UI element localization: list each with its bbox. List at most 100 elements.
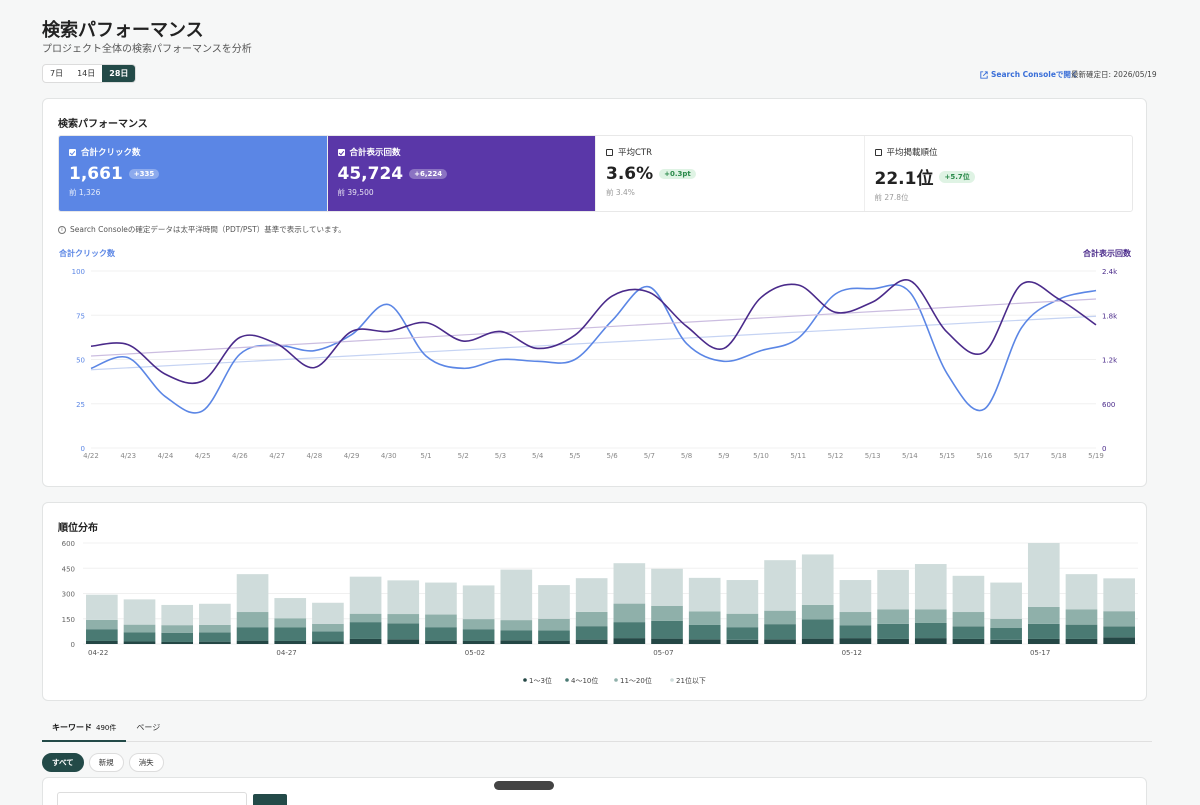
bar-segment bbox=[952, 575, 985, 613]
bar-segment bbox=[1027, 606, 1060, 624]
delta-badge: +0.3pt bbox=[659, 169, 696, 179]
bar-segment bbox=[349, 622, 382, 639]
bar-segment bbox=[764, 610, 796, 625]
right-tick-label: 1.2k bbox=[1102, 357, 1118, 365]
bar-segment bbox=[312, 641, 344, 644]
bar-segment bbox=[199, 641, 231, 644]
metric-clicks[interactable]: 合計クリック数 1,661 +335 前 1,326 bbox=[59, 136, 328, 211]
bar-segment bbox=[425, 582, 457, 615]
bar-segment bbox=[161, 604, 194, 626]
range-14d-button[interactable]: 14日 bbox=[77, 69, 96, 78]
x-tick-label: 4/29 bbox=[344, 452, 360, 460]
bar-segment bbox=[726, 580, 759, 614]
metric-previous: 前 27.8位 bbox=[874, 193, 909, 202]
bar-segment bbox=[726, 639, 759, 644]
bar-segment bbox=[274, 618, 307, 628]
delta-badge: +6,224 bbox=[409, 169, 448, 179]
bar-segment bbox=[952, 638, 985, 644]
checkbox-icon[interactable] bbox=[606, 148, 613, 156]
bar-segment bbox=[387, 623, 420, 640]
bar-segment bbox=[688, 611, 721, 625]
tab-pages[interactable]: ページ bbox=[126, 716, 170, 742]
filter-new[interactable]: 新規 bbox=[88, 753, 124, 772]
bar-segment bbox=[1027, 638, 1060, 644]
left-tick-label: 75 bbox=[76, 312, 85, 320]
tab-keywords-label: キーワード bbox=[52, 723, 92, 732]
tab-keywords[interactable]: キーワード 490件 bbox=[42, 716, 127, 742]
keyword-action-button[interactable] bbox=[253, 794, 287, 805]
y-tick-label: 0 bbox=[71, 641, 75, 649]
bar-segment bbox=[1065, 624, 1098, 639]
legend-label: 21位以下 bbox=[676, 676, 706, 685]
bar-segment bbox=[199, 603, 231, 625]
range-7d-button[interactable]: 7日 bbox=[50, 69, 64, 78]
rank-distribution-title: 順位分布 bbox=[58, 523, 98, 534]
bar-segment bbox=[877, 569, 909, 610]
bar-segment bbox=[538, 640, 570, 644]
tab-pages-label: ページ bbox=[136, 723, 161, 732]
bar-segment bbox=[990, 639, 1022, 644]
metric-value: 1,661 bbox=[69, 164, 123, 184]
y-tick-label: 600 bbox=[62, 540, 75, 548]
checkbox-icon[interactable] bbox=[337, 148, 345, 156]
timezone-note: i Search Consoleの確定データは太平洋時間（PDT/PST）基準で… bbox=[58, 224, 346, 235]
filter-lost[interactable]: 消失 bbox=[128, 753, 164, 772]
filter-all[interactable]: すべて bbox=[42, 753, 84, 772]
bar-segment bbox=[726, 613, 759, 628]
bar-segment bbox=[161, 632, 194, 642]
x-tick-label: 05-07 bbox=[653, 649, 673, 657]
bar-segment bbox=[199, 632, 231, 642]
impressions-series-line bbox=[90, 279, 1097, 385]
checkbox-icon[interactable] bbox=[69, 148, 76, 156]
legend-label: 1〜3位 bbox=[529, 676, 552, 685]
x-tick-label: 5/8 bbox=[681, 452, 692, 460]
y-tick-label: 450 bbox=[62, 565, 75, 573]
bar-segment bbox=[349, 638, 382, 644]
bar-segment bbox=[274, 598, 307, 619]
x-tick-label: 5/2 bbox=[458, 452, 469, 460]
metric-ctr[interactable]: 平均CTR 3.6% +0.3pt 前 3.4% bbox=[596, 136, 865, 211]
x-tick-label: 05-17 bbox=[1030, 649, 1050, 657]
bar-segment bbox=[462, 619, 495, 630]
bar-segment bbox=[123, 632, 156, 642]
tab-keywords-count: 490件 bbox=[96, 724, 117, 732]
performance-card-title: 検索パフォーマンス bbox=[58, 119, 148, 130]
x-tick-label: 4/25 bbox=[195, 452, 211, 460]
left-tick-label: 50 bbox=[76, 357, 85, 365]
x-tick-label: 5/17 bbox=[1014, 452, 1030, 460]
page-title: 検索パフォーマンス bbox=[42, 20, 204, 41]
checkbox-icon[interactable] bbox=[874, 148, 882, 156]
x-tick-label: 5/19 bbox=[1088, 452, 1104, 460]
x-tick-label: 4/30 bbox=[381, 452, 397, 460]
metric-position[interactable]: 平均掲載順位 22.1位 +5.7位 前 27.8位 bbox=[865, 136, 1133, 211]
metric-impressions[interactable]: 合計表示回数 45,724 +6,224 前 39,500 bbox=[327, 136, 596, 211]
bar-segment bbox=[199, 624, 231, 633]
external-link-icon bbox=[980, 70, 988, 79]
delta-badge: +335 bbox=[128, 169, 160, 179]
timezone-note-text: Search Consoleの確定データは太平洋時間（PDT/PST）基準で表示… bbox=[70, 225, 346, 234]
search-console-link[interactable]: Search Consoleで開く bbox=[980, 69, 1078, 80]
metric-label: 平均掲載順位 bbox=[886, 148, 938, 158]
left-tick-label: 0 bbox=[81, 445, 85, 453]
bar-segment bbox=[764, 624, 796, 640]
date-range-selector: 7日 14日 28日 bbox=[42, 64, 137, 83]
bar-segment bbox=[538, 630, 570, 641]
bar-segment bbox=[1065, 609, 1098, 625]
impressions-trend-line bbox=[90, 298, 1097, 357]
bar-segment bbox=[538, 618, 570, 631]
bar-segment bbox=[1065, 574, 1098, 610]
x-tick-label: 04-22 bbox=[88, 649, 108, 657]
bar-segment bbox=[274, 640, 307, 644]
bar-segment bbox=[801, 604, 834, 620]
range-28d-button[interactable]: 28日 bbox=[102, 65, 136, 82]
bar-segment bbox=[839, 638, 872, 644]
scroll-handle[interactable] bbox=[494, 781, 554, 790]
right-tick-label: 600 bbox=[1102, 401, 1115, 409]
page-subtitle: プロジェクト全体の検索パフォーマンスを分析 bbox=[42, 44, 252, 55]
x-tick-label: 5/16 bbox=[976, 452, 992, 460]
bar-segment bbox=[688, 624, 721, 640]
bar-segment bbox=[613, 563, 646, 604]
keyword-search-input[interactable] bbox=[57, 792, 247, 805]
bar-segment bbox=[86, 594, 118, 620]
x-tick-label: 4/27 bbox=[269, 452, 285, 460]
